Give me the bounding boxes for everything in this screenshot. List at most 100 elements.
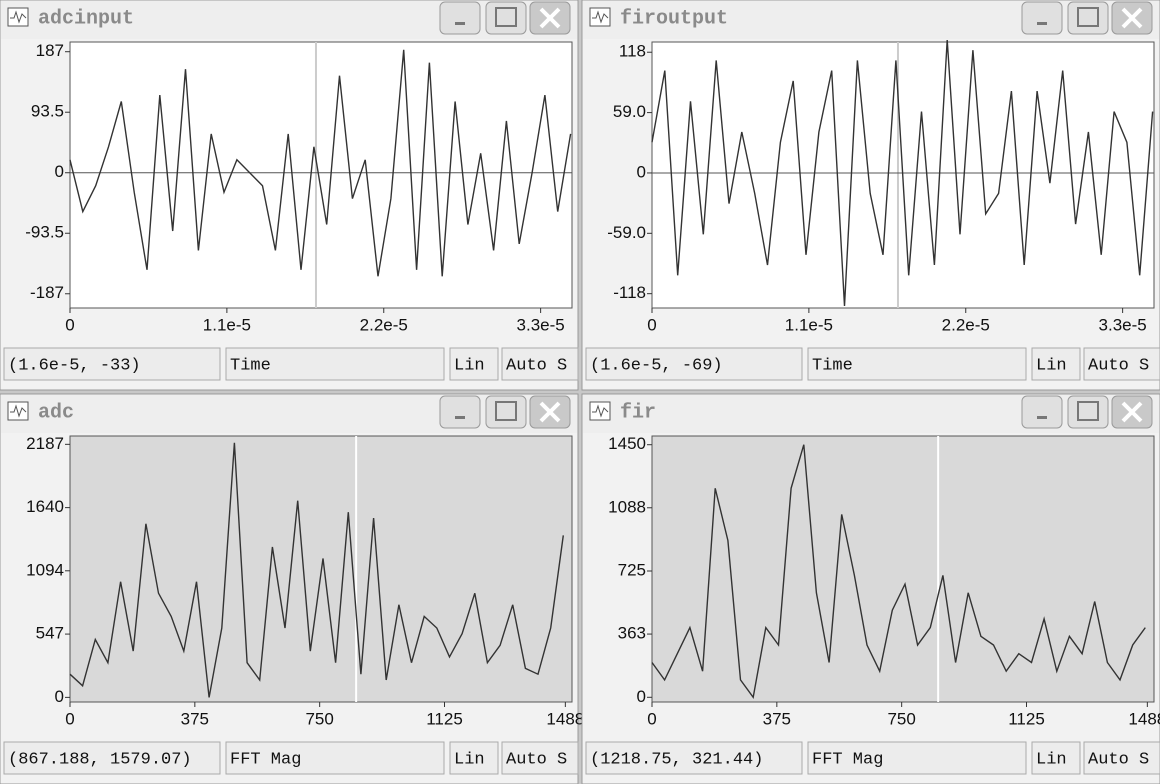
y-tick-label: -93.5 <box>25 223 64 242</box>
status-box <box>3 347 221 381</box>
status-cursor: (1218.75, 321.44) <box>590 750 763 769</box>
close-button[interactable] <box>529 395 571 429</box>
minimize-button[interactable] <box>439 395 481 429</box>
minimize-button[interactable] <box>1021 1 1063 35</box>
status-label: Time <box>230 356 271 375</box>
close-glyph[interactable] <box>1121 401 1143 423</box>
x-tick-label: 0 <box>647 709 656 728</box>
title-bar <box>1 1 577 39</box>
x-tick-label: 750 <box>887 709 915 728</box>
title-bar <box>583 395 1159 433</box>
window-icon <box>589 401 611 421</box>
y-tick-label: 1088 <box>608 497 646 516</box>
maximize-button-face[interactable] <box>485 395 527 429</box>
minimize-button[interactable] <box>439 1 481 35</box>
status-box <box>501 741 579 775</box>
plot-background <box>69 41 573 309</box>
status-label: FFT Mag <box>230 750 301 769</box>
maximize-button-face[interactable] <box>1067 1 1109 35</box>
close-button[interactable] <box>1111 1 1153 35</box>
y-tick-label: 0 <box>55 687 64 706</box>
maximize-glyph[interactable] <box>495 7 517 27</box>
status-mode: Auto S <box>506 750 567 769</box>
x-tick-label: 0 <box>647 315 656 334</box>
status-mode: Auto S <box>506 356 567 375</box>
window-title: fir <box>620 401 656 424</box>
signal-line <box>651 39 1154 307</box>
y-tick-label: 547 <box>36 624 64 643</box>
status-box <box>585 347 803 381</box>
status-box <box>1031 347 1081 381</box>
minimize-button-face[interactable] <box>439 395 481 429</box>
close-glyph[interactable] <box>539 7 561 29</box>
window: fir 1450 1088 725 363 00 375 750 1125 1488 (1218.7… <box>581 393 1160 784</box>
y-tick-label: -187 <box>30 283 64 302</box>
maximize-button-face[interactable] <box>1067 395 1109 429</box>
status-box <box>1083 741 1160 775</box>
status-box <box>1083 347 1160 381</box>
y-tick-label: 1450 <box>608 434 646 453</box>
title-bar <box>1 395 577 433</box>
icon-wave <box>10 404 27 418</box>
x-tick-label: 1125 <box>1008 709 1045 728</box>
status-scale: Lin <box>454 750 485 769</box>
window: adc 2187 1640 1094 547 00 375 750 1125 1488 (867.1… <box>0 393 584 784</box>
status-cursor: (867.188, 1579.07) <box>8 750 192 769</box>
icon-wave <box>592 404 609 418</box>
minimize-glyph[interactable] <box>1037 416 1047 419</box>
x-tick-label: 3.3e-5 <box>517 315 565 334</box>
status-box <box>1031 741 1081 775</box>
title-bar <box>583 1 1159 39</box>
y-tick-label: -59.0 <box>607 223 646 242</box>
signal-line <box>69 49 572 277</box>
x-tick-label: 1.1e-5 <box>785 315 833 334</box>
x-tick-label: 375 <box>763 709 791 728</box>
status-mode: Auto S <box>1088 356 1149 375</box>
status-box <box>807 741 1027 775</box>
maximize-glyph[interactable] <box>1077 401 1099 421</box>
x-tick-label: 375 <box>181 709 209 728</box>
minimize-glyph[interactable] <box>1037 22 1047 25</box>
y-tick-label: 93.5 <box>31 102 64 121</box>
status-label: FFT Mag <box>812 750 883 769</box>
minimize-button-face[interactable] <box>1021 395 1063 429</box>
x-tick-label: 1488 <box>1128 709 1160 728</box>
minimize-button-face[interactable] <box>439 1 481 35</box>
icon-wave <box>10 10 27 24</box>
status-box <box>585 741 803 775</box>
maximize-button-face[interactable] <box>485 1 527 35</box>
maximize-glyph[interactable] <box>1077 7 1099 27</box>
minimize-glyph[interactable] <box>455 416 465 419</box>
minimize-glyph[interactable] <box>455 22 465 25</box>
y-tick-label: 59.0 <box>613 102 646 121</box>
y-tick-label: 2187 <box>26 434 64 453</box>
status-box <box>807 347 1027 381</box>
minimize-button[interactable] <box>1021 395 1063 429</box>
y-tick-label: 0 <box>637 162 646 181</box>
window-icon <box>7 7 29 27</box>
y-tick-label: -118 <box>613 283 646 302</box>
maximize-button[interactable] <box>485 395 527 429</box>
x-tick-label: 1.1e-5 <box>203 315 251 334</box>
status-box <box>449 741 499 775</box>
close-glyph[interactable] <box>539 401 561 423</box>
close-button[interactable] <box>529 1 571 35</box>
status-scale: Lin <box>1036 750 1067 769</box>
maximize-glyph[interactable] <box>495 401 517 421</box>
minimize-button-face[interactable] <box>1021 1 1063 35</box>
close-button[interactable] <box>1111 395 1153 429</box>
maximize-button[interactable] <box>1067 1 1109 35</box>
status-cursor: (1.6e-5, -33) <box>8 356 141 375</box>
y-tick-label: 725 <box>618 560 646 579</box>
x-tick-label: 3.3e-5 <box>1099 315 1147 334</box>
status-mode: Auto S <box>1088 750 1149 769</box>
window-title: adc <box>38 401 74 424</box>
y-tick-label: 0 <box>55 162 64 181</box>
maximize-button[interactable] <box>1067 395 1109 429</box>
maximize-button[interactable] <box>485 1 527 35</box>
close-glyph[interactable] <box>1121 7 1143 29</box>
icon-wave <box>592 10 609 24</box>
window-title: adcinput <box>38 7 134 30</box>
